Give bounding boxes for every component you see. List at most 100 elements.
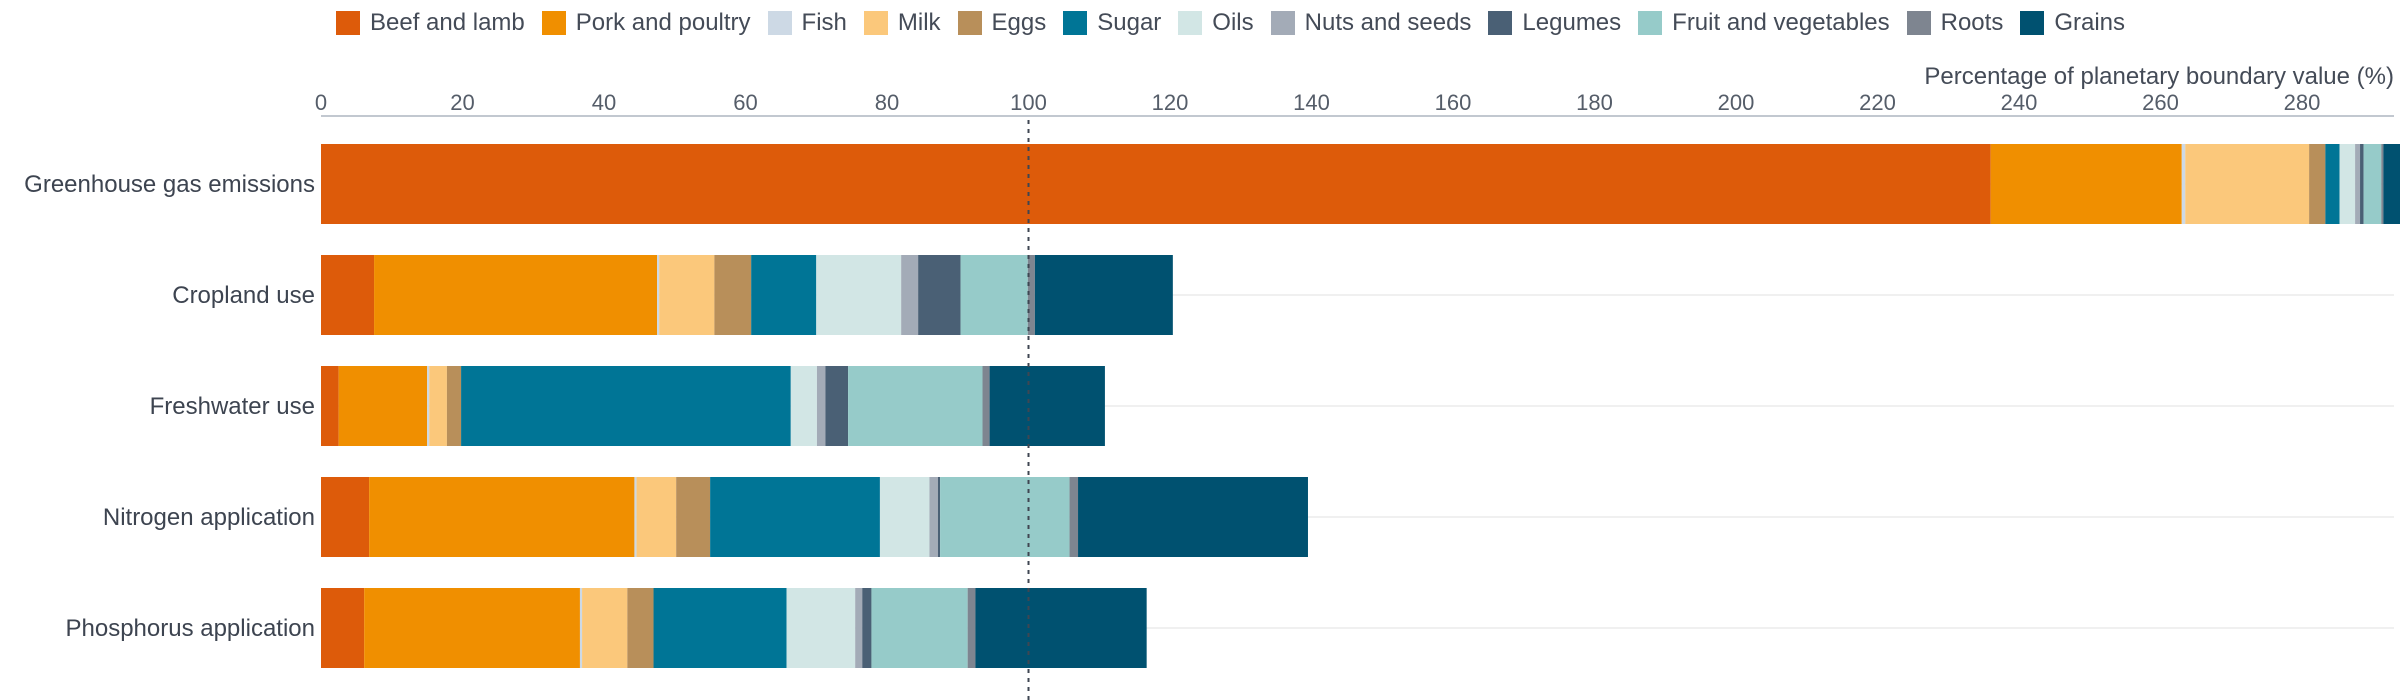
- bar-segment: [937, 477, 941, 557]
- bar-segment: [369, 477, 635, 557]
- bar-segment: [2381, 144, 2384, 224]
- bar-segment: [960, 255, 1028, 335]
- legend-item: Roots: [1906, 9, 2004, 37]
- legend-label: Beef and lamb: [370, 9, 525, 36]
- bar-segment: [790, 366, 817, 446]
- bar-segment: [929, 477, 938, 557]
- x-tick-label: 0: [315, 90, 327, 115]
- legend-item: Legumes: [1488, 9, 1621, 37]
- bar-segment: [2339, 144, 2356, 224]
- bar-segment: [967, 588, 976, 668]
- legend-item: Pork and poultry: [541, 9, 751, 37]
- x-tick-label: 240: [2001, 90, 2038, 115]
- legend-item: Beef and lamb: [336, 9, 525, 37]
- legend-swatch: [541, 11, 566, 35]
- bar-segment: [321, 144, 1991, 224]
- bar-segment: [321, 588, 365, 668]
- bar-segment: [714, 255, 752, 335]
- x-tick-label: 100: [1010, 90, 1047, 115]
- category-label: Nitrogen application: [103, 504, 315, 531]
- bar-segment: [659, 255, 715, 335]
- legend-swatch: [957, 11, 982, 35]
- bar-segment: [751, 255, 817, 335]
- bar-segment: [2185, 144, 2310, 224]
- legend-label: Roots: [1940, 9, 2004, 36]
- bar-segment: [901, 255, 919, 335]
- legend-label: Fish: [801, 9, 847, 36]
- x-tick-label: 160: [1435, 90, 1472, 115]
- x-tick-label: 40: [592, 90, 616, 115]
- legend-label: Pork and poultry: [575, 9, 751, 36]
- legend-item: Grains: [2020, 9, 2125, 37]
- bar-segment: [338, 366, 428, 446]
- bar-segment: [321, 255, 375, 335]
- legend-swatch: [1906, 11, 1931, 35]
- x-tick-label: 180: [1576, 90, 1613, 115]
- legend-swatch: [1270, 11, 1295, 35]
- category-label: Phosphorus application: [65, 615, 315, 642]
- bar-segment: [2325, 144, 2340, 224]
- legend-label: Fruit and vegetables: [1672, 9, 1890, 36]
- legend-item: Nuts and seeds: [1270, 9, 1472, 37]
- legend-item: Oils: [1178, 9, 1254, 37]
- bar-segment: [634, 477, 637, 557]
- legend-label: Nuts and seeds: [1304, 9, 1472, 36]
- bar-segment: [2181, 144, 2186, 224]
- bar-segment: [2355, 144, 2361, 224]
- x-tick-label: 80: [875, 90, 899, 115]
- bar-segment: [786, 588, 856, 668]
- bar-segment: [1027, 255, 1035, 335]
- legend-item: Fish: [767, 9, 847, 37]
- bar-segment: [848, 366, 983, 446]
- bar-segment: [364, 588, 580, 668]
- bar-segment: [653, 588, 787, 668]
- bar-segment: [862, 588, 872, 668]
- bar-segment: [2383, 144, 2400, 224]
- bar-segment: [825, 366, 849, 446]
- bar-segment: [1078, 477, 1308, 557]
- bar-segment: [636, 477, 677, 557]
- bar-segment: [321, 477, 370, 557]
- legend-label: Legumes: [1522, 9, 1622, 36]
- bar-segment: [1034, 255, 1173, 335]
- bar-segment: [2363, 144, 2382, 224]
- legend-label: Grains: [2054, 9, 2126, 36]
- legend-swatch: [336, 11, 360, 35]
- bar-segment: [429, 366, 447, 446]
- bar-segment: [989, 366, 1105, 446]
- bar-segment: [879, 477, 930, 557]
- x-tick-label: 280: [2284, 90, 2321, 115]
- bar-segment: [579, 588, 583, 668]
- bar-segment: [446, 366, 462, 446]
- legend-swatch: [1638, 11, 1663, 35]
- legend-item: Fruit and vegetables: [1638, 9, 1890, 37]
- bar-segment: [710, 477, 880, 557]
- legend-swatch: [767, 11, 792, 35]
- bar-segment: [2309, 144, 2326, 224]
- category-label: Freshwater use: [150, 393, 315, 420]
- legend-swatch: [863, 11, 888, 35]
- bar-segment: [374, 255, 658, 335]
- legend-item: Milk: [863, 9, 941, 37]
- bar-segment: [816, 255, 902, 335]
- bar-segment: [940, 477, 1070, 557]
- bar-segment: [918, 255, 961, 335]
- legend-label: Sugar: [1097, 9, 1162, 36]
- bar-segment: [427, 366, 430, 446]
- bar-segment: [321, 366, 339, 446]
- legend-swatch: [2020, 11, 2045, 35]
- legend: Beef and lamb Pork and poultry Fish Milk Egg…: [336, 9, 2142, 37]
- bar-segment: [975, 588, 1147, 668]
- bar-segment: [816, 366, 826, 446]
- bar-segment: [1069, 477, 1079, 557]
- bar-segment: [855, 588, 863, 668]
- bar-segment: [2360, 144, 2364, 224]
- x-tick-label: 220: [1859, 90, 1896, 115]
- legend-item: Sugar: [1063, 9, 1161, 37]
- bar-segment: [676, 477, 711, 557]
- legend-label: Eggs: [991, 9, 1047, 36]
- category-label: Cropland use: [172, 282, 315, 309]
- bar-segment: [461, 366, 791, 446]
- bar-segment: [627, 588, 654, 668]
- x-tick-label: 140: [1293, 90, 1330, 115]
